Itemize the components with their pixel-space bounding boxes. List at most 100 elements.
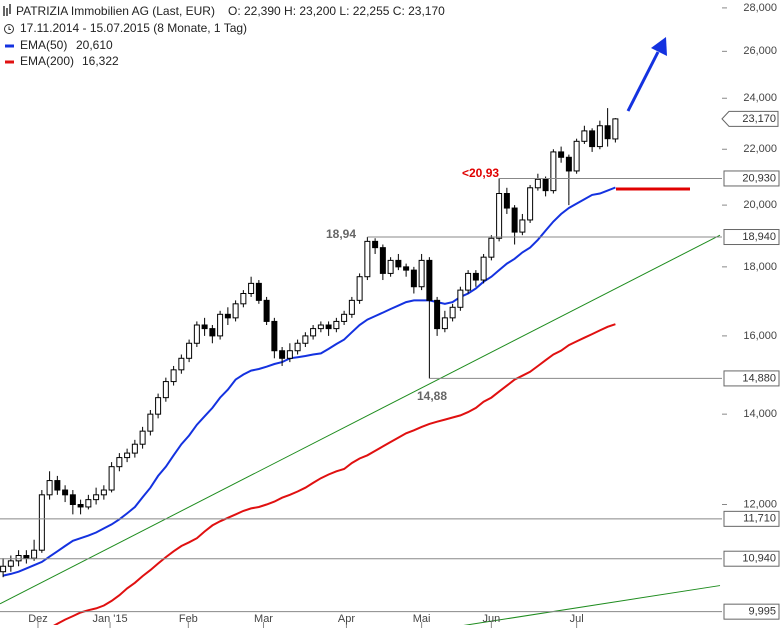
arrow-head: [651, 37, 667, 56]
legend-value: 16,322: [82, 54, 119, 68]
candle-body: [279, 350, 286, 359]
candle-body: [325, 324, 332, 330]
candle-body: [550, 151, 557, 192]
candle-body: [496, 193, 503, 239]
candle-body: [589, 130, 596, 148]
x-tick-label: Dez: [28, 613, 48, 625]
y-tick-label: 24,000: [743, 92, 777, 104]
candle-body: [139, 430, 146, 445]
candle-body: [31, 549, 38, 559]
y-tick-label: 14,000: [743, 408, 777, 420]
level-box: [723, 510, 780, 527]
candle-body: [534, 178, 541, 189]
y-tick-label: 20,000: [743, 199, 777, 211]
plot-area: [0, 108, 721, 625]
candle-body: [503, 193, 510, 209]
candle-body: [162, 381, 169, 399]
candle-body: [612, 118, 619, 140]
candle-body: [480, 256, 487, 281]
candle-body: [232, 303, 239, 319]
candle-body: [46, 480, 53, 496]
y-tick-label: 18,000: [743, 261, 777, 273]
candle-body: [294, 342, 301, 352]
legend-value: 20,610: [76, 38, 113, 52]
candle-body: [511, 207, 518, 233]
candle-body: [558, 151, 565, 158]
candle-body: [155, 397, 162, 415]
candle-body: [255, 282, 262, 301]
candle-body: [263, 299, 270, 322]
candle-body: [286, 350, 293, 359]
x-tick-label: Feb: [179, 613, 198, 625]
level-box: [723, 550, 780, 567]
ema-line: [2, 186, 616, 577]
candle-body: [457, 289, 464, 308]
candle-body: [310, 328, 317, 337]
candle-body: [372, 240, 379, 249]
candle-body: [178, 357, 185, 371]
y-tick-label: 16,000: [743, 330, 777, 342]
candle-body: [542, 178, 549, 192]
candle-body: [7, 560, 14, 567]
candle-body: [15, 555, 22, 562]
level-label: 10,940: [742, 553, 776, 565]
x-tick-label: Jun: [482, 613, 500, 625]
candle-body: [224, 313, 231, 319]
candle-body: [23, 555, 30, 559]
level-box: [723, 603, 780, 620]
candle-body: [54, 480, 61, 491]
quote: O: 22,390 H: 23,200 L: 22,255 C: 23,170: [228, 4, 445, 18]
clock-hand: [8, 26, 11, 30]
candle-body: [62, 489, 69, 496]
candle-body: [465, 272, 472, 291]
candle-body: [69, 494, 76, 506]
candle-body: [93, 494, 100, 501]
candle-body: [441, 317, 448, 330]
y-tick-label: 28,000: [743, 2, 777, 14]
level-label: 18,940: [742, 231, 776, 243]
legend-label: EMA(50): [20, 38, 67, 52]
candle-body: [387, 259, 394, 274]
candle-body: [77, 504, 84, 508]
last-price-box: [721, 110, 779, 127]
level-label: 11,710: [743, 513, 776, 525]
level-box: [723, 229, 780, 246]
chart-title: PATRIZIA Immobilien AG (Last, EUR): [16, 4, 215, 18]
candle-body: [472, 272, 479, 281]
y-tick-label: 22,000: [743, 143, 777, 155]
candle-body: [170, 369, 177, 383]
candle-body: [302, 335, 309, 344]
candle-body: [573, 140, 580, 172]
candle-body: [38, 494, 45, 551]
annotation: 14,88: [417, 389, 447, 403]
clock-icon: [4, 24, 14, 34]
candle-body: [217, 313, 224, 337]
candle-body: [341, 313, 348, 322]
candle-body: [201, 324, 208, 330]
candle-body: [395, 259, 402, 268]
candle-body: [131, 443, 138, 454]
level-label: 20,930: [742, 172, 776, 184]
candle-body: [147, 413, 154, 432]
x-tick-label: Jul: [570, 613, 584, 625]
candle-body: [186, 342, 193, 359]
x-tick-label: Mar: [254, 613, 273, 625]
candle-body: [209, 328, 216, 337]
legend-label: EMA(200): [20, 54, 74, 68]
y-tick-label: 12,000: [743, 498, 777, 510]
trendline: [463, 585, 721, 625]
candle-body: [193, 324, 200, 344]
candle-body: [248, 282, 255, 295]
last-price-label: 23,170: [742, 113, 776, 125]
candle-body: [116, 457, 123, 468]
candle-body: [565, 156, 572, 172]
candle-body: [333, 320, 340, 330]
candle-body: [410, 269, 417, 288]
candle-body: [0, 565, 7, 573]
candle-body: [449, 306, 456, 319]
candle-body: [85, 499, 92, 508]
candle-body: [100, 489, 107, 496]
candle-body: [596, 125, 603, 148]
candle-body: [317, 324, 324, 330]
y-tick-label: 26,000: [743, 45, 777, 57]
